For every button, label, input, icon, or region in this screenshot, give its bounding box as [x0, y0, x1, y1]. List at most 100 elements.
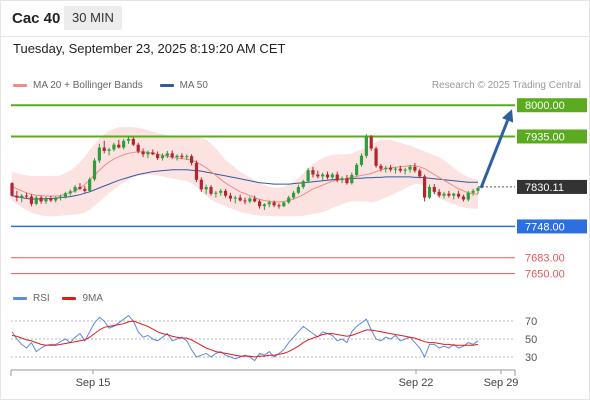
current-price-tag	[517, 179, 587, 194]
legend-item-ma50: MA 50	[159, 80, 208, 91]
projection-arrow-head	[502, 109, 514, 123]
candle	[15, 190, 19, 202]
candle	[384, 165, 388, 173]
candle-body	[335, 174, 339, 181]
candle-body	[413, 166, 417, 171]
candle	[151, 149, 155, 156]
candle-body	[24, 195, 29, 197]
candle-body	[364, 136, 368, 156]
candle-body	[248, 198, 252, 202]
candle-body	[233, 197, 237, 199]
candle-body	[209, 186, 213, 194]
candle-body	[418, 170, 422, 177]
legend-label-9ma: 9MA	[82, 293, 104, 304]
candle-body	[287, 197, 291, 203]
datetime-label: Tuesday, September 23, 2025 8:19:20 AM C…	[13, 41, 286, 56]
legend-swatch-ma50	[159, 83, 174, 87]
candle-body	[447, 193, 451, 196]
candle-body	[107, 149, 111, 151]
x-tick-label: Sep 22	[399, 377, 434, 389]
candle-body	[374, 148, 378, 166]
candle	[68, 189, 72, 196]
candles	[10, 134, 480, 211]
candle-body	[432, 186, 436, 192]
candle-body	[117, 144, 121, 148]
candle-body	[466, 192, 470, 200]
candle	[374, 146, 378, 168]
candle	[418, 168, 422, 179]
candle	[214, 190, 218, 198]
candle	[49, 195, 53, 202]
candle-body	[321, 174, 325, 177]
candle	[267, 200, 271, 208]
candle	[461, 194, 466, 202]
candle-body	[423, 176, 427, 198]
candle	[44, 196, 48, 204]
candle-body	[136, 144, 140, 152]
candle	[330, 172, 334, 180]
candle-body	[359, 155, 364, 165]
candle	[364, 134, 368, 159]
candle	[291, 190, 296, 200]
candle	[262, 203, 267, 211]
level-tag-8000.00	[517, 98, 587, 113]
candle	[476, 186, 480, 194]
candle	[355, 162, 359, 177]
candle-body	[175, 155, 179, 158]
candle-body	[92, 160, 97, 180]
candle-body	[29, 196, 34, 204]
candle	[427, 184, 432, 200]
legend-swatch-9ma	[62, 296, 77, 300]
candle-body	[223, 190, 228, 196]
candle-body	[88, 179, 92, 191]
candle-body	[97, 147, 101, 161]
timeframe-button[interactable]: 30 MIN	[64, 6, 122, 30]
candle	[97, 143, 101, 163]
candle	[432, 184, 436, 195]
candle-body	[306, 170, 310, 182]
candle	[296, 184, 300, 195]
candle-body	[170, 153, 174, 158]
candle-body	[131, 138, 135, 145]
level-label-7748.00: 7748.00	[525, 221, 565, 233]
candle	[238, 194, 242, 202]
candle	[287, 195, 291, 204]
candle-body	[15, 195, 19, 198]
candle-body	[73, 186, 77, 192]
level-label-7683.00: 7683.00	[525, 253, 565, 265]
candle	[282, 201, 286, 208]
legend-item-rsi: RSI	[13, 293, 50, 304]
current-price-label: 7830.11	[525, 182, 564, 194]
candle-body	[369, 136, 373, 149]
candle	[345, 174, 349, 185]
candle-body	[403, 169, 407, 171]
ticker-title: Cac 40	[12, 10, 61, 27]
candle-body	[151, 152, 155, 155]
candle	[389, 164, 393, 172]
candle	[253, 195, 257, 203]
candle-body	[190, 156, 194, 163]
candle	[175, 154, 179, 161]
candle	[146, 150, 150, 159]
candle-body	[311, 170, 315, 175]
candle-body	[165, 153, 169, 156]
candle	[340, 176, 344, 184]
credit-text: Research © 2025 Trading Central	[431, 80, 581, 91]
candle	[447, 190, 451, 198]
candle-body	[146, 152, 150, 155]
candle	[359, 153, 364, 167]
candle	[369, 135, 373, 151]
candle	[20, 194, 24, 203]
candle	[136, 142, 140, 154]
candle-body	[228, 195, 233, 199]
candle	[88, 177, 92, 192]
candle	[199, 177, 203, 192]
candle-body	[219, 190, 223, 193]
candle-body	[253, 198, 257, 202]
candle-body	[63, 193, 67, 197]
candle	[165, 150, 169, 159]
candle-body	[238, 197, 242, 201]
level-labels: 8000.00 7935.00 7748.00 7683.00 7650.00 7830.…	[517, 98, 587, 281]
candle-body	[54, 198, 58, 201]
